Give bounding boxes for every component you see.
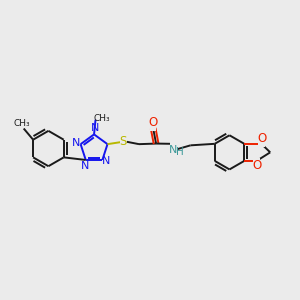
FancyBboxPatch shape [150,125,156,131]
Text: S: S [120,135,127,148]
Text: N: N [81,161,89,171]
FancyBboxPatch shape [120,139,126,145]
Text: O: O [148,116,158,129]
Text: CH₃: CH₃ [94,114,110,123]
Text: O: O [252,159,262,172]
Text: N: N [91,123,99,133]
Text: CH₃: CH₃ [14,119,31,128]
FancyBboxPatch shape [170,141,179,147]
Text: N: N [169,145,177,155]
FancyBboxPatch shape [258,141,265,147]
Text: H: H [176,147,184,157]
Text: O: O [257,132,266,145]
FancyBboxPatch shape [254,158,260,164]
Text: N: N [72,138,81,148]
Text: N: N [102,156,111,166]
